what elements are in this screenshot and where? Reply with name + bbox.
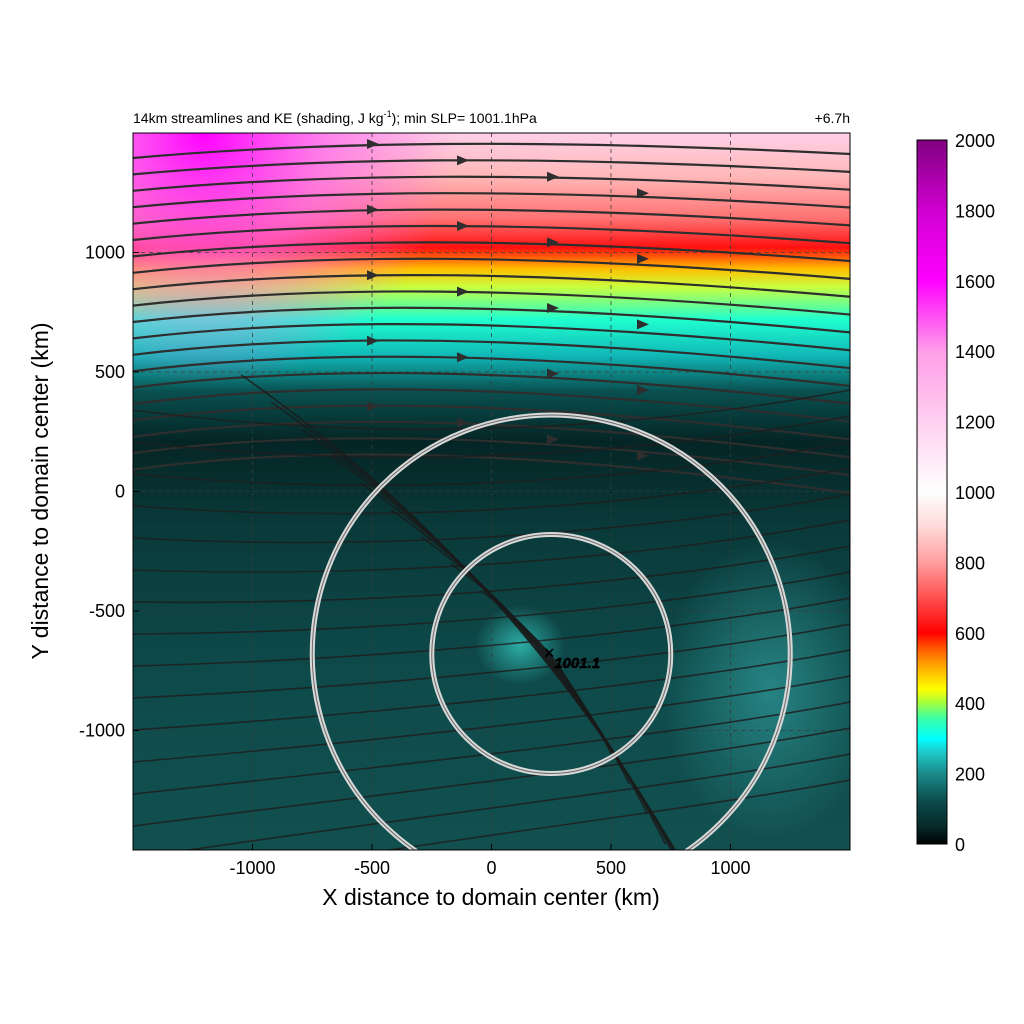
streamline	[133, 371, 850, 405]
y-axis-ticks: 1000 500 0 -500 -1000	[79, 243, 139, 741]
streamline-arrow	[637, 385, 649, 395]
y-tick-label: -500	[89, 601, 125, 621]
storm-center-marker: ×1001.1	[544, 643, 601, 673]
streamline	[133, 208, 850, 227]
streamline	[133, 623, 850, 699]
colorbar-tick-label: 2000	[955, 131, 995, 151]
streamline	[240, 374, 676, 850]
colorbar-ticks: 0 200 400 600 800 1000 1200 1400 1600 1800 2000	[955, 131, 995, 855]
ke-core-shading	[475, 605, 565, 685]
chart-title: 14km streamlines and KE (shading, J kg-1…	[133, 109, 537, 126]
colorbar-tick-label: 200	[955, 765, 985, 785]
streamline-arrow	[457, 221, 469, 231]
forecast-time-label: +6.7h	[815, 110, 850, 126]
streamline-arrow	[637, 188, 649, 199]
streamline	[133, 571, 850, 635]
streamline	[133, 322, 850, 352]
x-axis-ticks: -1000 -500 0 500 1000	[229, 844, 751, 878]
streamline	[133, 257, 850, 280]
range-ring-core	[431, 534, 672, 775]
min-slp-label: 1001.1	[554, 655, 600, 672]
x-tick-label: -500	[354, 858, 390, 878]
streamline	[133, 453, 850, 495]
streamline	[133, 389, 850, 431]
colorbar-tick-label: 1000	[955, 483, 995, 503]
streamline	[133, 675, 850, 763]
streamline-arrow	[547, 368, 559, 379]
streamline	[384, 779, 850, 850]
streamline	[133, 388, 850, 423]
x-tick-label: -1000	[229, 858, 275, 878]
y-tick-label: 500	[95, 362, 125, 382]
streamline-arrow	[547, 303, 559, 313]
colorbar-tick-label: 400	[955, 694, 985, 714]
streamline	[133, 159, 850, 176]
colorbar-tick-label: 600	[955, 624, 985, 644]
streamline	[133, 339, 850, 370]
streamlines	[133, 139, 850, 850]
streamline	[133, 355, 850, 388]
colorbar-tick-label: 1400	[955, 342, 995, 362]
x-tick-label: 500	[596, 858, 626, 878]
streamline-arrow	[367, 270, 379, 281]
streamline	[133, 306, 850, 334]
streamline	[133, 175, 850, 192]
streamline	[133, 415, 850, 458]
y-axis-label: Y distance to domain center (km)	[27, 322, 53, 659]
streamline-arrow	[457, 155, 469, 166]
colorbar-tick-label: 1800	[955, 201, 995, 221]
colorbar-tick-label: 1200	[955, 413, 995, 433]
x-axis-label: X distance to domain center (km)	[322, 884, 659, 910]
streamline	[133, 545, 850, 604]
y-tick-label: 0	[115, 482, 125, 502]
streamline	[133, 241, 850, 263]
streamline	[133, 437, 850, 477]
colorbar	[916, 139, 948, 845]
streamline-arrow	[457, 417, 469, 428]
streamline-arrow	[367, 204, 379, 215]
streamline	[133, 467, 850, 515]
streamline	[133, 224, 850, 245]
plot-area	[133, 133, 850, 850]
streamline	[133, 597, 850, 667]
streamline	[182, 753, 850, 850]
streamline	[133, 519, 850, 573]
streamline	[133, 192, 850, 209]
colorbar-tick-label: 800	[955, 553, 985, 573]
storm-center-x: ×	[544, 643, 555, 663]
ke-southeast-shading	[660, 540, 850, 840]
colorbar-tick-label: 0	[955, 835, 965, 855]
y-tick-label: -1000	[79, 721, 125, 741]
streamline	[133, 649, 850, 731]
streamline-arrow	[367, 335, 379, 346]
streamline-arrow	[457, 352, 469, 363]
streamline-arrow	[637, 253, 649, 264]
streamline-arrow	[637, 450, 649, 461]
streamline	[133, 420, 850, 459]
x-tick-label: 1000	[710, 858, 750, 878]
streamline-arrow	[457, 286, 469, 297]
streamline-arrow	[547, 171, 559, 182]
range-rings	[309, 412, 793, 850]
streamline-arrow	[637, 319, 649, 330]
streamline	[133, 441, 850, 486]
colorbar-tick-label: 1600	[955, 272, 995, 292]
y-tick-label: 1000	[85, 243, 125, 263]
range-ring-core	[311, 414, 791, 850]
streamline	[133, 701, 850, 795]
streamline	[133, 274, 850, 298]
streamline-arrow	[547, 237, 559, 248]
streamline	[133, 404, 850, 441]
x-tick-label: 0	[486, 858, 496, 878]
streamline	[133, 142, 850, 160]
streamline-arrow	[367, 139, 379, 149]
streamline	[133, 290, 850, 316]
streamline-arrow	[547, 434, 559, 445]
streamline-arrow	[367, 401, 379, 412]
